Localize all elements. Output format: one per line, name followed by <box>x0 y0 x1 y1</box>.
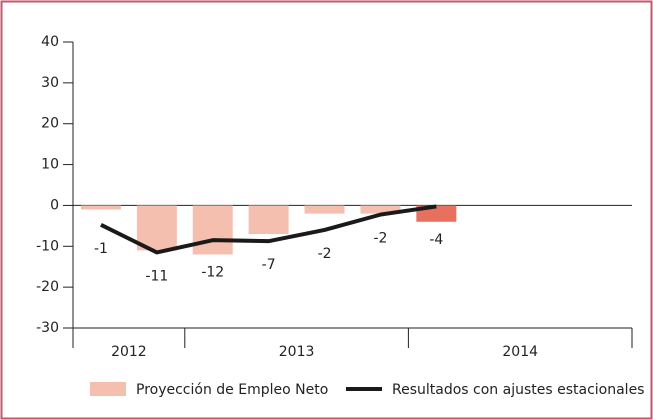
data-label: -11 <box>145 268 168 284</box>
data-label: -2 <box>318 246 332 262</box>
y-tick-label: 10 <box>41 157 59 173</box>
y-tick-label: 0 <box>50 197 59 213</box>
data-label: -2 <box>373 231 387 247</box>
y-tick-label: 40 <box>41 34 59 50</box>
x-group-label: 2012 <box>111 344 147 360</box>
legend-label: Resultados con ajustes estacionales <box>392 382 644 398</box>
bar <box>304 205 345 214</box>
legend-label: Proyección de Empleo Neto <box>136 382 328 398</box>
bar <box>80 205 121 210</box>
data-label: -1 <box>94 241 108 257</box>
data-label: -7 <box>262 257 276 273</box>
y-tick-label: -10 <box>36 238 59 254</box>
bar <box>248 205 289 235</box>
y-tick-label: -30 <box>36 320 59 336</box>
line <box>100 204 437 255</box>
x-group-label: 2014 <box>502 344 538 360</box>
y-tick-label: 20 <box>41 116 59 132</box>
x-group-label: 2013 <box>279 344 315 360</box>
legend-swatch <box>90 382 126 396</box>
bar <box>192 205 233 255</box>
y-tick-label: -20 <box>36 279 59 295</box>
y-tick-label: 30 <box>41 75 59 91</box>
bar <box>136 205 177 251</box>
bar <box>360 205 401 214</box>
data-label: -4 <box>429 232 443 248</box>
data-label: -12 <box>201 264 224 280</box>
